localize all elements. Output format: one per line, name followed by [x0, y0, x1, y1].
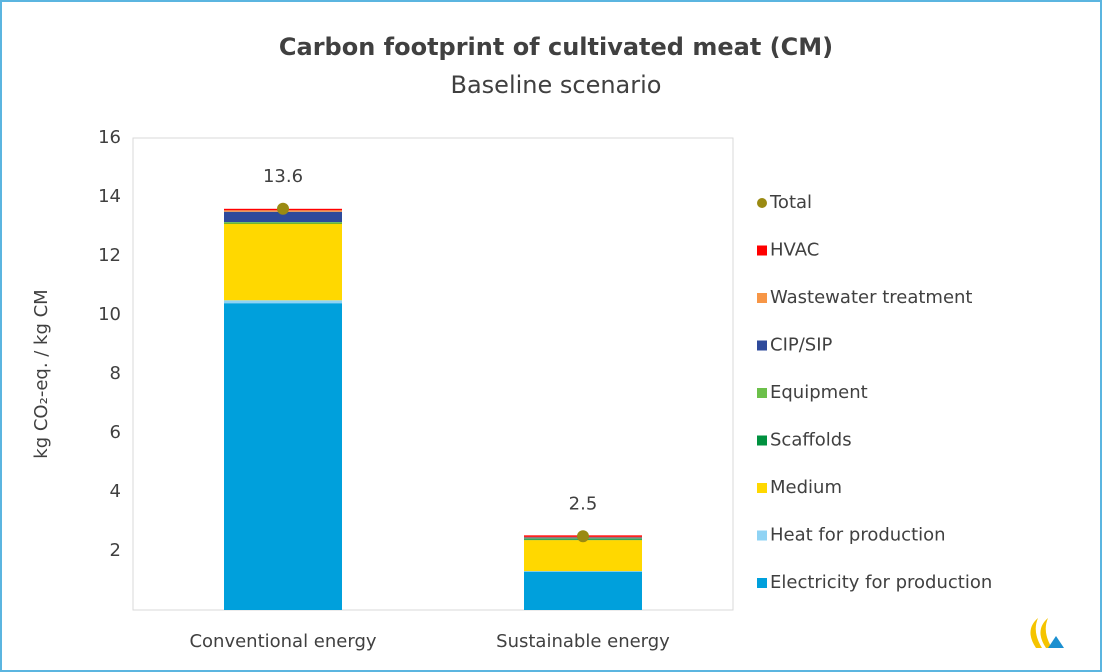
plot-border [132, 137, 734, 611]
legend-label: Scaffolds [770, 430, 852, 451]
y-tick-label: 12 [98, 245, 121, 266]
total-marker [577, 530, 589, 543]
bar-segment [524, 540, 642, 572]
legend-label: Electricity for production [770, 572, 992, 593]
logo [1030, 618, 1064, 648]
x-tick-label: Sustainable energy [496, 631, 670, 652]
legend-swatch [757, 388, 767, 398]
legend-label: Total [769, 192, 812, 213]
legend-swatch [757, 435, 767, 446]
y-axis-label: kg CO₂-eq. / kg CM [31, 289, 52, 458]
total-marker [277, 202, 289, 215]
y-tick-label: 6 [110, 422, 121, 443]
y-tick-label: 2 [110, 540, 121, 561]
bar-segment [224, 222, 342, 224]
y-tick-label: 8 [110, 363, 121, 384]
data-label: 2.5 [569, 493, 598, 514]
bar-segment [224, 222, 342, 223]
bar-segment [524, 571, 642, 610]
y-tick-label: 4 [110, 481, 121, 502]
legend-label: Wastewater treatment [770, 287, 973, 308]
legend-swatch [757, 340, 767, 351]
legend-label: HVAC [770, 240, 819, 261]
legend-swatch [757, 483, 767, 493]
legend-swatch [757, 245, 767, 256]
legend-label: Heat for production [770, 525, 946, 546]
legend-swatch [757, 578, 767, 588]
bar-segment [224, 303, 342, 610]
y-tick-label: 10 [98, 304, 121, 325]
y-tick-label: 14 [98, 186, 121, 207]
legend-swatch [757, 293, 767, 303]
chart-title: Carbon footprint of cultivated meat (CM) [279, 33, 833, 61]
bar-segment [224, 300, 342, 304]
chart-subtitle: Baseline scenario [451, 71, 662, 99]
legend-swatch [757, 198, 767, 208]
data-label: 13.6 [263, 166, 303, 187]
bar-segment [224, 223, 342, 301]
legend-label: Medium [770, 477, 842, 498]
y-tick-label: 16 [98, 127, 121, 148]
legend-label: CIP/SIP [770, 335, 833, 356]
legend-label: Equipment [770, 382, 868, 403]
bar-segment [224, 211, 342, 223]
bar-segment [524, 571, 642, 572]
legend-swatch [757, 530, 767, 541]
x-tick-label: Conventional energy [189, 631, 376, 652]
